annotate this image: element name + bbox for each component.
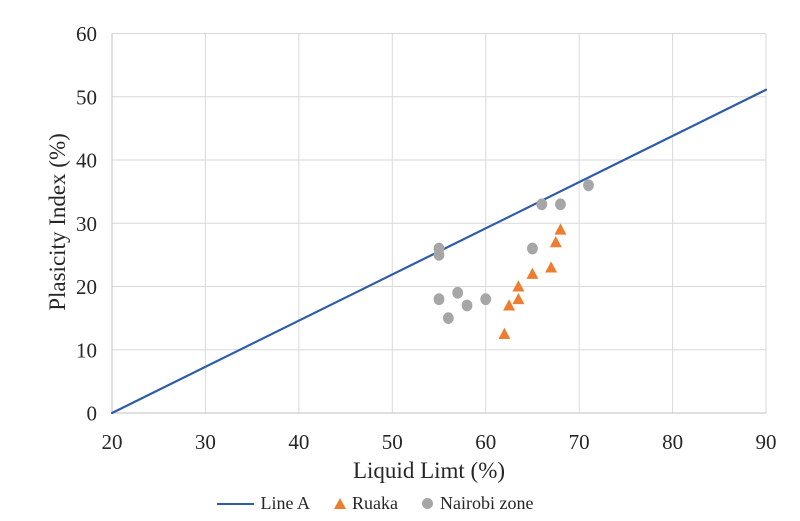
x-tick-label: 50 [382,430,403,454]
y-tick-label: 10 [76,338,97,362]
circle-data-point [442,312,454,325]
circle-data-point [480,293,492,306]
y-axis-tick-labels: 0 10 20 30 40 50 60 [76,22,97,426]
circle-data-point [461,299,473,312]
x-axis-title: Liquid Limt (%) [353,458,505,483]
y-tick-label: 20 [76,275,97,299]
x-tick-label: 30 [195,430,216,454]
x-tick-label: 90 [756,430,777,454]
line-a-swatch-icon [216,502,254,505]
triangle-data-point [498,327,511,339]
y-tick-label: 40 [76,149,97,173]
triangle-data-point [549,236,562,248]
circle-data-point [527,242,538,255]
x-tick-label: 70 [569,430,590,454]
x-tick-label: 20 [102,430,123,454]
circle-marker-icon [422,498,433,509]
triangle-data-point [512,292,525,305]
legend-item-ruaka: Ruaka [334,493,398,514]
y-axis-title: Plasicity Index (%) [45,133,70,311]
x-axis-tick-labels: 20 30 40 50 60 70 80 90 [102,430,777,454]
legend-label-line-a: Line A [260,493,311,513]
triangle-data-point [545,261,558,273]
gridlines [111,33,767,414]
x-tick-label: 40 [288,430,309,454]
x-tick-label: 80 [662,430,683,454]
legend-label-ruaka: Ruaka [352,493,398,513]
y-tick-label: 50 [76,85,97,109]
series-nairobi-zone [433,179,594,325]
triangle-data-point [503,299,516,311]
triangle-data-point [512,280,525,292]
circle-data-point [433,242,445,255]
y-tick-label: 30 [76,212,97,236]
circle-data-point [536,198,548,211]
legend-item-nairobi-zone: Nairobi zone [422,493,533,514]
legend-item-line-a: Line A [216,493,311,514]
data-series-layer [110,88,768,415]
legend: Line A Ruaka Nairobi zone [0,493,775,514]
circle-data-point [555,198,566,211]
triangle-data-point [554,223,567,235]
legend-label-nairobi-zone: Nairobi zone [440,493,534,513]
circle-data-point [452,286,464,299]
axis-lines [111,33,766,414]
x-tick-label: 60 [475,430,496,454]
triangle-data-point [526,267,539,279]
series-ruaka [498,223,567,339]
circle-data-point [583,179,594,192]
circle-data-point [433,293,445,306]
y-tick-label: 60 [76,22,97,46]
triangle-marker-icon [334,498,347,509]
y-tick-label: 0 [87,402,98,426]
